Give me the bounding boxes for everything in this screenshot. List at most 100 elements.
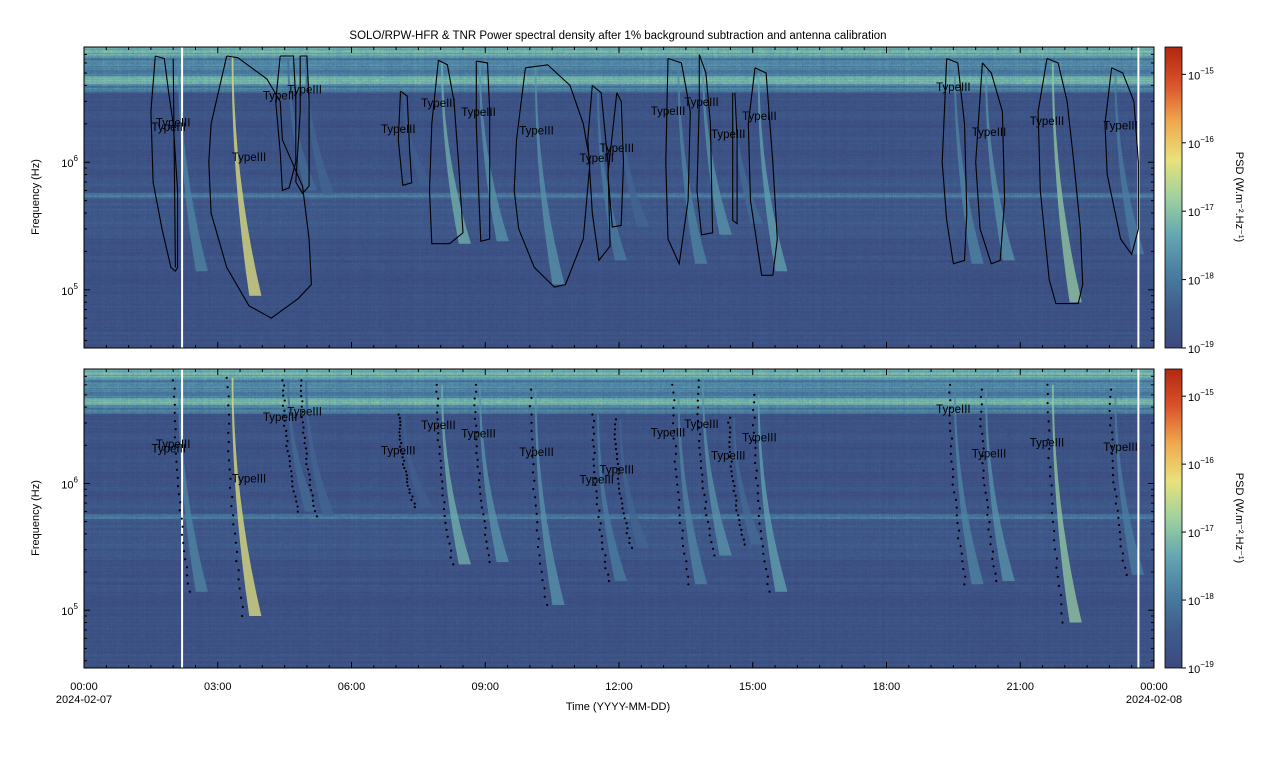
track-point (757, 514, 760, 518)
track-point (980, 388, 984, 391)
track-point (981, 432, 984, 435)
burst-15 (985, 67, 1015, 261)
track-point (604, 567, 607, 570)
burst-2 (287, 380, 318, 512)
track-point (473, 397, 476, 400)
track-point (949, 445, 953, 448)
typeiii-label: TypeIII (936, 82, 971, 94)
track-point (173, 387, 176, 390)
track-point (299, 384, 303, 387)
track-point (672, 437, 675, 440)
track-point (766, 583, 769, 586)
track-point (628, 541, 631, 545)
colorbar-ticks-bottom: 10−19 10−18 10−17 10−16 10−15 (1182, 388, 1214, 676)
typeiii-label: TypeIII (684, 419, 719, 431)
track-point (701, 473, 704, 476)
track-point (1124, 566, 1127, 569)
track-point (440, 466, 443, 469)
track-point (761, 545, 765, 548)
track-point (979, 418, 982, 421)
track-point (283, 384, 286, 387)
track-point (737, 514, 740, 517)
typeiii-label: TypeIII (461, 429, 496, 441)
track-point (948, 391, 951, 394)
y-axis-label-bottom: Frequency (Hz) (30, 480, 42, 556)
typeiii-label: TypeIII (263, 412, 298, 424)
track-point (728, 450, 732, 453)
track-point (676, 483, 679, 486)
track-point (303, 436, 306, 439)
track-point (174, 452, 177, 455)
track-point (300, 379, 303, 382)
track-point (674, 452, 678, 455)
x-tick-label: 00:00 (1140, 681, 1168, 693)
y-tick-label: 106 (61, 475, 78, 491)
track-point (756, 484, 759, 487)
track-point (173, 436, 176, 439)
track-point (182, 541, 185, 545)
typeiii-label: TypeIII (742, 432, 777, 444)
burst-6 (479, 384, 509, 562)
track-point (285, 434, 288, 437)
burst-0 (178, 380, 208, 592)
track-point (630, 546, 634, 550)
track-point (600, 541, 604, 544)
track-point (698, 446, 701, 449)
track-point (282, 414, 286, 417)
track-point (685, 567, 688, 571)
track-point (614, 423, 617, 426)
track-point (174, 444, 177, 447)
track-point (302, 431, 305, 434)
track-point (628, 536, 631, 540)
track-point (295, 500, 298, 503)
track-point (979, 425, 982, 428)
track-point (288, 460, 291, 463)
track-point (483, 520, 486, 523)
track-point (1056, 575, 1059, 578)
track-point (443, 501, 446, 504)
track-point (239, 596, 243, 599)
track-point (285, 444, 288, 448)
track-point (615, 457, 619, 461)
track-point (986, 513, 989, 516)
track-point (1053, 530, 1056, 533)
colorbar-tick-label: 10−17 (1188, 203, 1214, 219)
track-point (406, 481, 409, 484)
colorbar-tick-label: 10−16 (1188, 135, 1214, 151)
track-point (728, 441, 731, 444)
track-point (710, 541, 713, 544)
x-tick-label: 12:00 (605, 681, 633, 693)
track-point (541, 579, 544, 582)
track-point (1119, 545, 1122, 548)
burst-14 (953, 62, 984, 264)
track-point (474, 411, 477, 414)
track-point (299, 389, 302, 392)
track-point (730, 460, 733, 463)
track-point (697, 426, 701, 429)
track-point (752, 431, 756, 434)
track-point (1111, 431, 1114, 434)
track-point (473, 417, 477, 420)
track-point (227, 431, 230, 434)
track-point (675, 475, 678, 478)
track-point (543, 595, 546, 598)
track-point (225, 376, 228, 379)
track-point (227, 459, 231, 462)
track-point (241, 605, 244, 609)
track-point (188, 590, 191, 593)
typeiii-track-points (171, 376, 1128, 624)
contour-2 (208, 55, 312, 319)
track-point (180, 517, 183, 520)
typeiii-labels-bottom: TypeIIITypeIIITypeIIITypeIIITypeIIITypeI… (151, 404, 1137, 487)
track-point (734, 494, 737, 497)
track-point (672, 422, 675, 425)
track-point (399, 420, 402, 423)
track-point (994, 572, 997, 575)
burst-1 (231, 377, 262, 616)
track-point (398, 417, 401, 420)
typeiii-label: TypeIII (1030, 438, 1065, 450)
colorbar-gradient-bottom (1164, 368, 1183, 669)
typeiii-label: TypeIII (287, 85, 322, 97)
track-point (593, 451, 596, 454)
